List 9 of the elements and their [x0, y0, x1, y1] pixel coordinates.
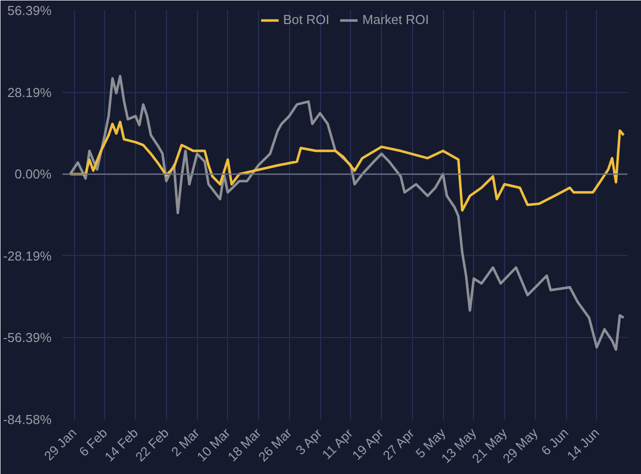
y-tick-label: 0.00%: [14, 166, 52, 182]
y-tick-label: 56.39%: [7, 3, 52, 18]
y-tick-label: -56.39%: [3, 330, 52, 346]
legend-label: Market ROI: [362, 12, 429, 27]
x-tick-label: 29 Jan: [41, 425, 80, 464]
y-tick-label: -84.58%: [3, 412, 52, 427]
legend-label: Bot ROI: [283, 12, 330, 27]
y-tick-label: -28.19%: [3, 248, 52, 264]
y-tick-label: 28.19%: [7, 84, 52, 100]
